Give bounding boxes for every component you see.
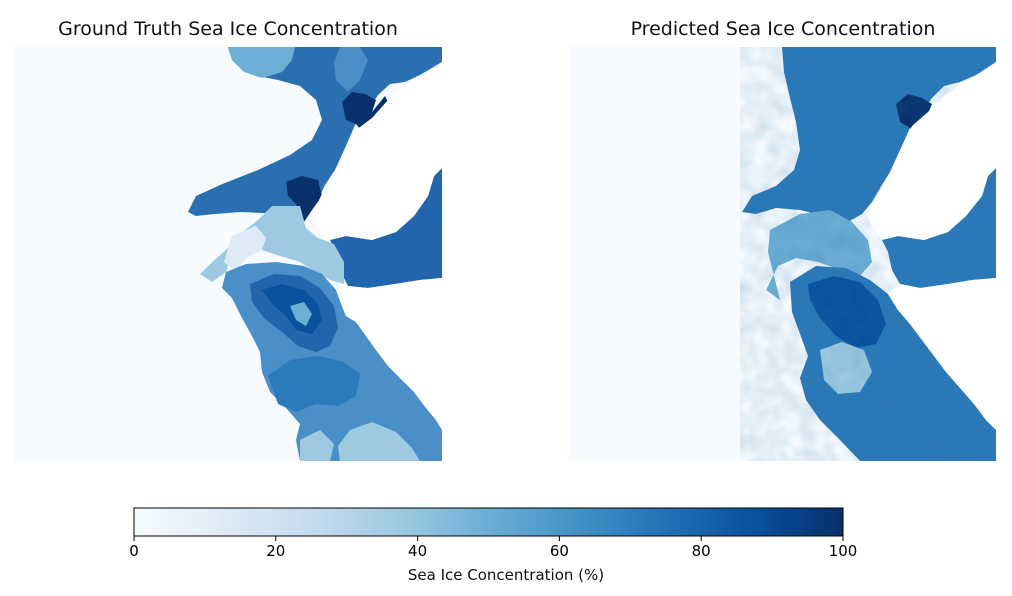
panel-title-ground-truth: Ground Truth Sea Ice Concentration [58,18,398,40]
panel-title-predicted: Predicted Sea Ice Concentration [630,18,936,40]
predicted-map [569,47,996,461]
colorbar-ticks: 0 20 40 60 80 100 [129,536,857,560]
colorbar-tick-label-40: 40 [408,542,427,560]
colorbar-tick-label-100: 100 [829,542,858,560]
ice-region-north [188,47,442,218]
ice-region-middle-light [200,206,344,284]
ice-region-east-arm [330,168,442,288]
fjord-dark-west [286,176,322,222]
ice-region-south-light-2 [300,430,334,461]
ice-region-south-inner [290,302,312,326]
colorbar: 0 20 40 60 80 100 [129,507,857,560]
pred-land-mask-south [888,278,996,430]
colorbar-label: Sea Ice Concentration (%) [407,566,605,584]
colorbar-tick-label-20: 20 [266,542,285,560]
ice-region-middle-pale [224,226,266,272]
colorbar-tick-label-0: 0 [129,542,139,560]
ground-truth-map [14,47,442,461]
ice-region-south-swirl [268,356,360,412]
colorbar-tick-label-60: 60 [550,542,569,560]
ice-region-north-mid [334,47,368,92]
ice-region-north-light [228,47,295,78]
land-mask-coast [312,47,442,240]
ice-region-south-light [338,422,420,461]
colorbar-tick-label-80: 80 [692,542,711,560]
pred-land-mask-coast [866,47,996,240]
colorbar-bar [133,507,844,537]
land-mask-south [336,278,442,430]
